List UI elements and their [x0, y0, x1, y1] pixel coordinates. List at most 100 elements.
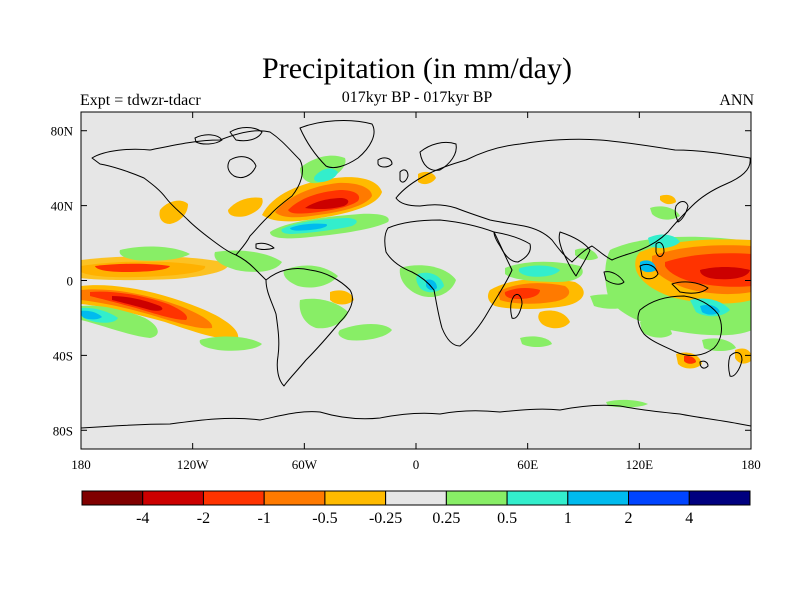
anomaly-region [228, 197, 263, 217]
season-label: ANN [719, 92, 754, 109]
coastline-australia [637, 295, 722, 356]
lat-tick-label: 80N [51, 124, 74, 139]
colorbar-label: -0.5 [312, 510, 337, 527]
anomaly-region [338, 324, 392, 341]
coastline-scandinavia [419, 141, 457, 171]
anomaly-region [418, 171, 436, 185]
anomaly-region [702, 338, 736, 351]
anomaly-region [199, 336, 262, 351]
anomaly-region [95, 263, 170, 272]
colorbar-box [688, 490, 751, 506]
coastline-africa [384, 219, 513, 347]
coastline-arctic-islands [229, 127, 263, 142]
anomaly-region [640, 260, 656, 273]
anomaly-region [314, 168, 338, 182]
colorbar-box [445, 490, 508, 506]
colorbar-box [324, 490, 387, 506]
coastline-antarctica [81, 404, 751, 429]
colorbar-labels: -4 -2 -1 -0.5 -0.25 0.25 0.5 1 2 4 [136, 510, 693, 527]
plot-subtitle: 017kyr BP - 017kyr BP [341, 89, 493, 106]
anomaly-region [330, 290, 354, 305]
anomaly-region [518, 265, 560, 277]
colorbar-label: -2 [197, 510, 210, 527]
longitude-axis: 180 120W 60W 0 60E 120E 180 [71, 112, 761, 472]
coastline-uk [399, 169, 409, 183]
coastline-borneo [639, 263, 659, 280]
coastline-japan [674, 201, 689, 223]
coastline-eurasia [395, 138, 751, 263]
colorbar-box [202, 490, 265, 506]
anomaly-region [214, 250, 282, 272]
coastline-philippines [655, 241, 665, 257]
lon-tick-label: 120W [177, 457, 210, 472]
experiment-label: Expt = tdwzr-tdacr [80, 92, 201, 109]
anomaly-region [426, 279, 437, 291]
lat-tick-label: 40S [53, 348, 73, 363]
anomaly-region [650, 206, 680, 220]
anomaly-region [159, 200, 188, 224]
anomaly-region [640, 320, 672, 338]
coastline-arctic-islands [194, 134, 223, 145]
colorbar-label: -1 [258, 510, 271, 527]
coastline-iceland [377, 157, 393, 168]
colorbar-label: -0.25 [369, 510, 402, 527]
lat-tick-label: 80S [53, 423, 73, 438]
lon-tick-label: 0 [413, 457, 420, 472]
anomaly-region [660, 194, 676, 205]
lon-tick-label: 60E [517, 457, 538, 472]
anomaly-region [700, 304, 720, 315]
anomaly-region [684, 355, 696, 364]
lon-tick-label: 180 [71, 457, 91, 472]
coastline-madagascar [510, 293, 523, 319]
coastline-tasmania [699, 360, 709, 369]
colorbar-box [263, 490, 326, 506]
colorbar-box [81, 490, 144, 506]
colorbar-box [385, 490, 447, 506]
colorbar-box [567, 490, 630, 506]
coastline-india [558, 231, 591, 277]
coastline-greenland [299, 120, 375, 169]
lon-tick-label: 120E [626, 457, 654, 472]
coastline-arabia [493, 231, 531, 263]
anomaly-region [575, 248, 598, 261]
anomaly-region [290, 223, 328, 231]
colorbar-label: 4 [685, 510, 693, 527]
anomaly-region [700, 267, 750, 280]
latitude-axis: 80N 40N 0 40S 80S [51, 124, 751, 438]
plot-title: Precipitation (in mm/day) [262, 52, 572, 85]
coastline-cuba [255, 242, 275, 250]
colorbar-label: 1 [564, 510, 572, 527]
colorbar-boxes [81, 490, 751, 506]
coastline-hudson-bay [227, 156, 257, 179]
anomaly-region [305, 198, 349, 210]
colorbar-label: 0.25 [432, 510, 460, 527]
colorbar-box [142, 490, 204, 506]
coastline-sumatra [603, 271, 625, 285]
coastline-new-guinea [671, 281, 709, 294]
anomaly-region [735, 348, 751, 364]
coastline-south-america [265, 267, 353, 387]
colorbar-label: 0.5 [497, 510, 517, 527]
colorbar-label: 2 [625, 510, 633, 527]
anomaly-fields [81, 155, 751, 408]
anomaly-region [520, 336, 552, 347]
lon-tick-label: 180 [741, 457, 761, 472]
anomaly-region [119, 246, 190, 261]
coastline-central-america [235, 254, 267, 281]
coastline-north-america [91, 130, 303, 256]
anomaly-region [112, 296, 163, 311]
lon-tick-label: 60W [292, 457, 318, 472]
lat-tick-label: 0 [67, 274, 74, 289]
colorbar-label: -4 [136, 510, 149, 527]
anomaly-region [81, 310, 102, 320]
colorbar-box [628, 490, 690, 506]
colorbar-box [506, 490, 569, 506]
anomaly-region [538, 310, 570, 329]
anomaly-region [300, 155, 346, 184]
anomaly-region [299, 298, 348, 329]
lat-tick-label: 40N [51, 199, 74, 214]
anomaly-region [283, 265, 338, 288]
coastline-new-zealand [728, 352, 743, 377]
